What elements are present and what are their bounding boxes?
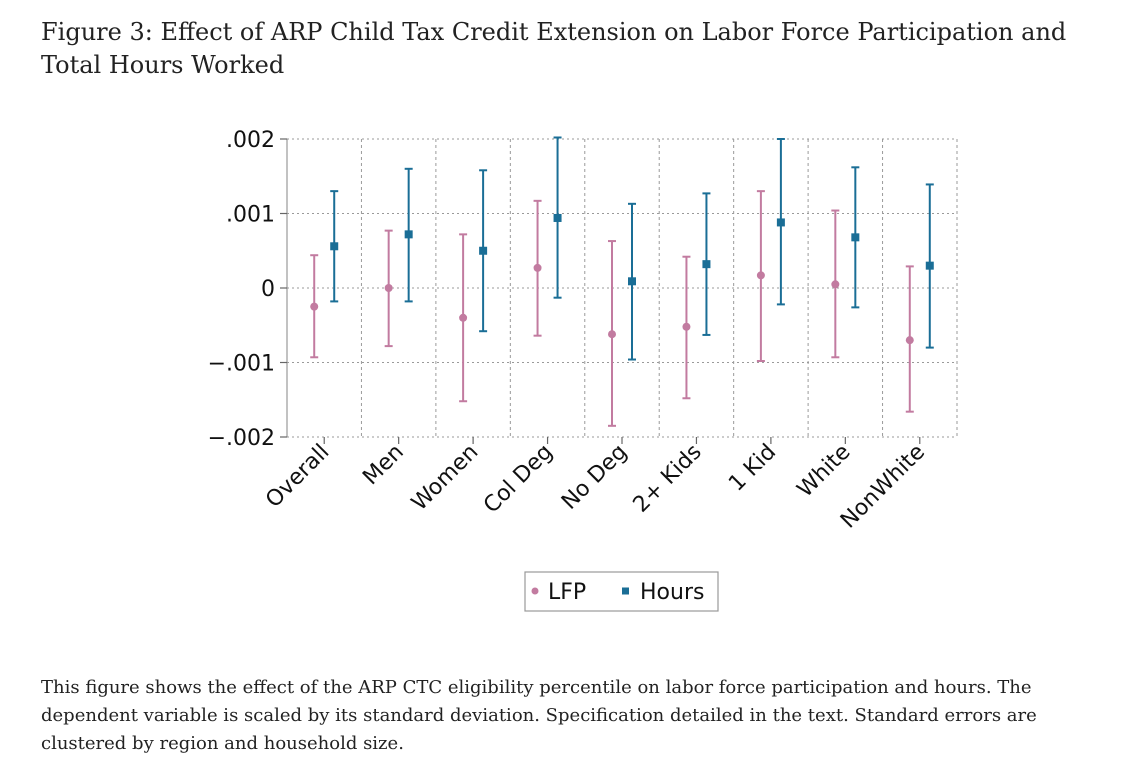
lfp-point-1 <box>384 229 393 348</box>
legend-label-hours: Hours <box>640 580 704 605</box>
hours-point-4 <box>628 202 636 361</box>
lfp-marker <box>459 313 468 322</box>
legend-marker-lfp <box>531 587 539 595</box>
hours-point-3 <box>553 136 562 299</box>
x-tick-label: No Deg <box>557 440 632 515</box>
y-tick-label: −.002 <box>208 426 275 451</box>
lfp-point-5 <box>682 255 691 400</box>
y-axis-ticks: .002 .001 0 −.001 −.002 <box>208 128 287 451</box>
x-tick-label: 2+ Kids <box>629 440 707 518</box>
lfp-marker <box>533 263 542 272</box>
hours-marker <box>479 246 488 255</box>
lfp-marker <box>384 284 393 292</box>
x-tick-label: White <box>793 440 856 503</box>
x-tick-label: Women <box>407 440 483 516</box>
x-tick-label: Men <box>358 440 409 491</box>
legend-label-lfp: LFP <box>548 580 586 605</box>
lfp-marker <box>682 322 691 331</box>
hours-point-1 <box>404 167 413 303</box>
hours-point-8 <box>925 183 934 349</box>
hours-marker <box>404 230 413 239</box>
hours-point-2 <box>479 169 488 333</box>
hours-point-6 <box>776 138 785 306</box>
lfp-marker <box>310 302 319 311</box>
y-tick-label: 0 <box>261 277 275 302</box>
y-tick-label: −.001 <box>208 352 275 377</box>
x-tick-label: Col Deg <box>479 440 558 519</box>
figure-note: This figure shows the effect of the ARP … <box>41 677 1037 754</box>
data-layer <box>310 136 934 427</box>
hours-point-5 <box>702 192 711 336</box>
hours-marker <box>702 260 711 269</box>
lfp-marker <box>756 271 765 280</box>
lfp-marker <box>905 336 914 345</box>
legend-marker-hours <box>622 587 629 595</box>
y-tick-label: .002 <box>226 128 275 153</box>
lfp-point-2 <box>459 233 468 403</box>
hours-marker <box>925 261 934 270</box>
legend: LFP Hours <box>524 571 719 612</box>
lfp-point-3 <box>533 199 542 337</box>
lfp-point-8 <box>905 265 914 413</box>
hours-point-0 <box>330 190 339 303</box>
lfp-point-0 <box>310 254 319 359</box>
hours-marker <box>553 213 562 222</box>
lfp-point-6 <box>756 190 765 363</box>
legend-box <box>524 571 719 612</box>
y-tick-label: .001 <box>226 203 275 228</box>
figure-title: Figure 3: Effect of ARP Child Tax Credit… <box>41 18 1067 79</box>
lfp-point-4 <box>608 240 616 427</box>
lfp-marker <box>831 280 840 289</box>
x-tick-label: 1 Kid <box>724 440 781 497</box>
hours-marker <box>851 233 860 242</box>
lfp-point-7 <box>831 209 840 359</box>
lfp-marker <box>608 330 616 339</box>
hours-point-7 <box>851 166 860 309</box>
hours-marker <box>628 277 636 286</box>
hours-marker <box>776 218 785 227</box>
hours-marker <box>330 242 339 251</box>
